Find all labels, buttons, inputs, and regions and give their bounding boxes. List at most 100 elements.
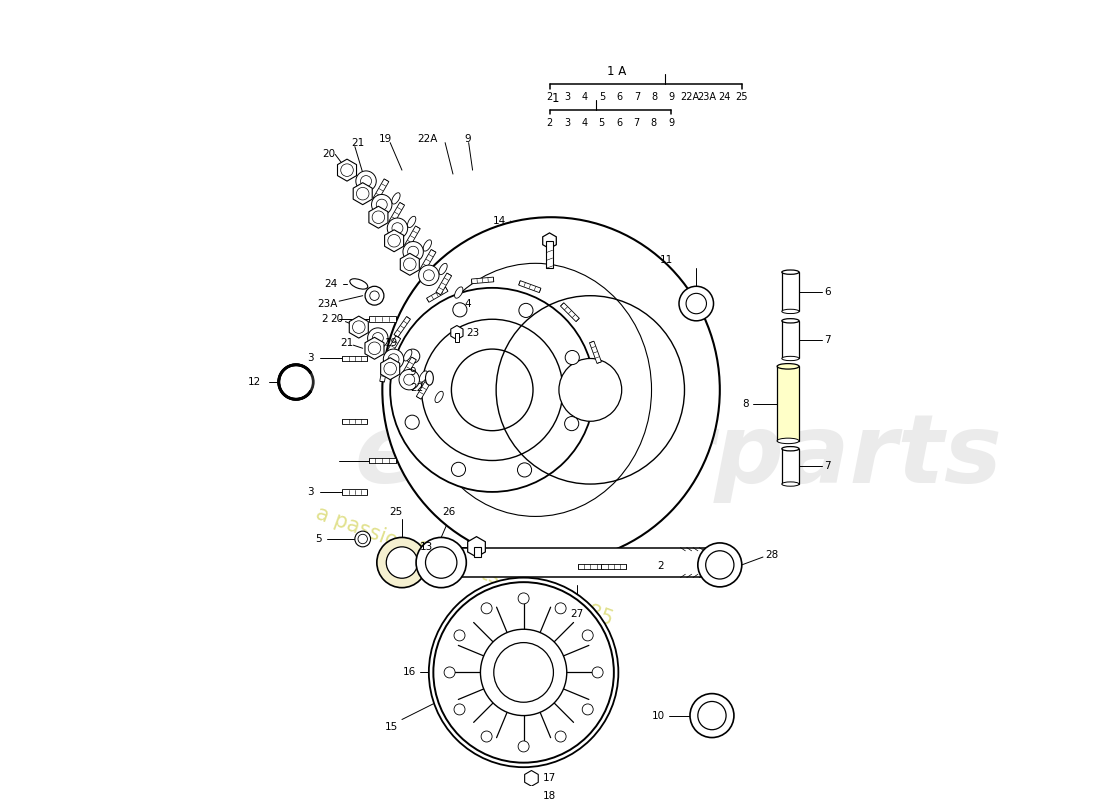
Ellipse shape (424, 240, 431, 251)
Circle shape (390, 288, 594, 492)
Text: 2: 2 (321, 314, 328, 324)
Bar (782, 272, 799, 311)
Text: 11: 11 (660, 255, 673, 266)
Circle shape (706, 550, 734, 579)
Ellipse shape (387, 218, 408, 238)
Ellipse shape (404, 374, 415, 385)
Polygon shape (350, 316, 368, 338)
Text: 9: 9 (410, 367, 417, 377)
Circle shape (592, 667, 603, 678)
Ellipse shape (372, 194, 392, 215)
Polygon shape (353, 182, 372, 205)
Text: carparts: carparts (543, 410, 1002, 503)
Bar (782, 449, 799, 484)
Text: 8: 8 (651, 92, 658, 102)
Text: 25: 25 (389, 506, 403, 517)
Text: 3: 3 (307, 487, 315, 497)
Text: 27: 27 (570, 609, 583, 618)
Circle shape (341, 164, 353, 177)
Polygon shape (368, 317, 396, 322)
Text: 7: 7 (634, 92, 640, 102)
Circle shape (386, 547, 418, 578)
Text: 28: 28 (766, 550, 779, 560)
Polygon shape (602, 564, 626, 570)
Text: 3: 3 (307, 354, 315, 363)
Ellipse shape (782, 318, 799, 323)
Polygon shape (590, 341, 602, 363)
Text: 24: 24 (324, 279, 338, 289)
Circle shape (365, 286, 384, 305)
Text: 19: 19 (385, 338, 398, 348)
Text: 6: 6 (824, 286, 830, 297)
Text: 2: 2 (547, 118, 552, 128)
Circle shape (451, 462, 465, 477)
Polygon shape (400, 357, 416, 378)
Text: 5: 5 (598, 92, 605, 102)
Text: 6: 6 (616, 118, 623, 128)
Ellipse shape (399, 370, 419, 390)
Text: 21: 21 (351, 138, 364, 148)
Text: 19: 19 (378, 134, 392, 144)
Text: 14: 14 (493, 216, 506, 226)
Ellipse shape (419, 265, 439, 286)
Circle shape (377, 538, 427, 588)
Text: 9: 9 (669, 92, 675, 102)
Circle shape (384, 362, 396, 375)
Circle shape (356, 187, 369, 200)
Polygon shape (368, 458, 396, 463)
Text: 8: 8 (742, 398, 749, 409)
Circle shape (372, 211, 385, 223)
Polygon shape (519, 281, 541, 293)
Bar (474, 547, 481, 557)
Text: 15: 15 (385, 722, 398, 732)
Circle shape (454, 630, 465, 641)
Polygon shape (381, 358, 399, 380)
Circle shape (278, 365, 314, 399)
Text: 6: 6 (616, 92, 623, 102)
Circle shape (451, 349, 534, 430)
Circle shape (404, 258, 416, 270)
Polygon shape (338, 159, 356, 181)
Circle shape (454, 704, 465, 715)
Bar (455, 333, 459, 342)
Ellipse shape (407, 216, 416, 227)
Ellipse shape (782, 446, 799, 451)
Circle shape (405, 415, 419, 430)
Text: 25: 25 (736, 92, 748, 102)
Text: a passion for parts since 1985: a passion for parts since 1985 (314, 503, 616, 630)
Circle shape (355, 531, 371, 547)
Ellipse shape (383, 218, 719, 562)
Circle shape (679, 286, 714, 321)
Circle shape (444, 667, 455, 678)
Text: 4: 4 (464, 298, 472, 309)
Ellipse shape (782, 270, 799, 274)
Circle shape (406, 349, 420, 363)
Text: 1 A: 1 A (607, 65, 626, 78)
Circle shape (697, 702, 726, 730)
Polygon shape (451, 326, 463, 340)
Ellipse shape (434, 391, 443, 402)
Polygon shape (400, 254, 419, 275)
Circle shape (556, 731, 566, 742)
Polygon shape (385, 336, 400, 358)
Ellipse shape (403, 242, 424, 262)
Polygon shape (365, 338, 384, 359)
Ellipse shape (712, 548, 720, 578)
Text: 12: 12 (248, 377, 261, 387)
Text: 22A: 22A (680, 92, 698, 102)
Ellipse shape (367, 328, 388, 348)
Bar (777, 366, 799, 441)
Ellipse shape (372, 333, 383, 343)
Polygon shape (416, 378, 432, 399)
Text: 1: 1 (552, 92, 560, 106)
Ellipse shape (782, 482, 799, 486)
Polygon shape (379, 359, 388, 382)
Ellipse shape (528, 792, 535, 799)
Text: 16: 16 (403, 667, 416, 678)
Circle shape (416, 538, 466, 588)
Polygon shape (373, 179, 389, 201)
Text: 4: 4 (582, 92, 587, 102)
Polygon shape (578, 564, 603, 570)
Circle shape (453, 302, 466, 317)
Circle shape (564, 417, 579, 430)
